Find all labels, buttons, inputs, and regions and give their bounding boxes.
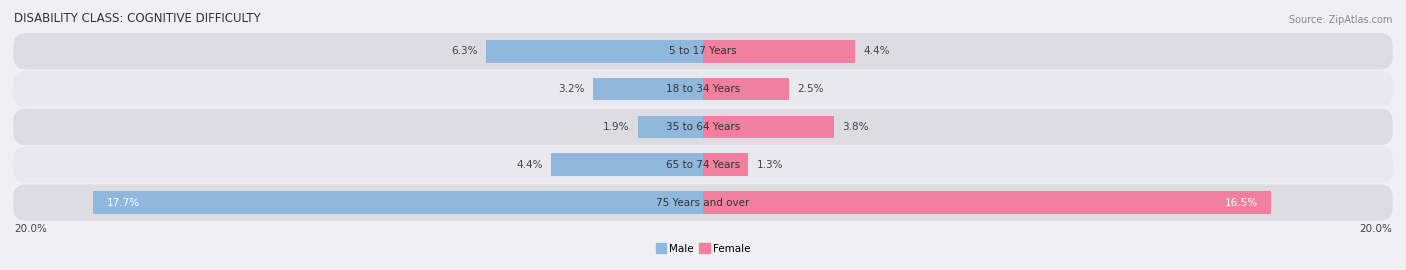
Text: 6.3%: 6.3%: [451, 46, 478, 56]
Text: 20.0%: 20.0%: [1360, 224, 1392, 234]
FancyBboxPatch shape: [14, 184, 1392, 221]
Bar: [703, 116, 834, 138]
Text: 75 Years and over: 75 Years and over: [657, 197, 749, 208]
Text: DISABILITY CLASS: COGNITIVE DIFFICULTY: DISABILITY CLASS: COGNITIVE DIFFICULTY: [14, 12, 260, 25]
Bar: [593, 78, 703, 100]
Text: 3.8%: 3.8%: [842, 122, 869, 132]
Text: 65 to 74 Years: 65 to 74 Years: [666, 160, 740, 170]
Text: 35 to 64 Years: 35 to 64 Years: [666, 122, 740, 132]
Text: 17.7%: 17.7%: [107, 197, 141, 208]
Text: 2.5%: 2.5%: [797, 84, 824, 94]
Bar: [703, 191, 1271, 214]
Bar: [703, 78, 789, 100]
Text: 1.3%: 1.3%: [756, 160, 783, 170]
Text: 4.4%: 4.4%: [863, 46, 890, 56]
Text: 16.5%: 16.5%: [1225, 197, 1257, 208]
Text: 4.4%: 4.4%: [516, 160, 543, 170]
Text: 20.0%: 20.0%: [14, 224, 46, 234]
Text: Source: ZipAtlas.com: Source: ZipAtlas.com: [1288, 15, 1392, 25]
Bar: [551, 153, 703, 176]
Text: 1.9%: 1.9%: [602, 122, 628, 132]
FancyBboxPatch shape: [14, 109, 1392, 145]
Bar: [486, 40, 703, 63]
Legend: Male, Female: Male, Female: [651, 239, 755, 258]
FancyBboxPatch shape: [14, 71, 1392, 107]
Bar: [93, 191, 703, 214]
Text: 5 to 17 Years: 5 to 17 Years: [669, 46, 737, 56]
Bar: [637, 116, 703, 138]
Text: 3.2%: 3.2%: [558, 84, 583, 94]
Bar: [703, 40, 855, 63]
FancyBboxPatch shape: [14, 33, 1392, 69]
FancyBboxPatch shape: [14, 147, 1392, 183]
Text: 18 to 34 Years: 18 to 34 Years: [666, 84, 740, 94]
Bar: [703, 153, 748, 176]
